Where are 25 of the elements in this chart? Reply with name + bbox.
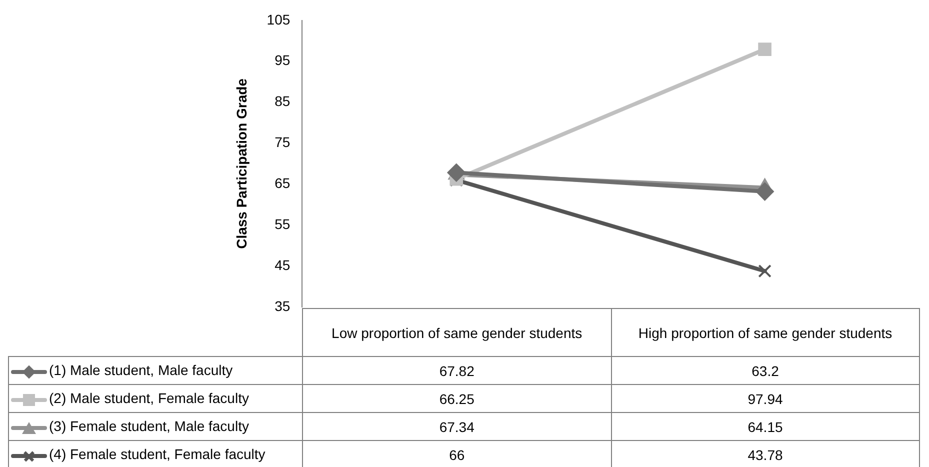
y-tick-label: 45 — [274, 256, 290, 273]
y-tick-label: 85 — [274, 93, 290, 110]
data-label: 67.34 — [302, 412, 612, 440]
legend-label: (2) Male student, Female faculty — [8, 384, 303, 412]
data-label: 64.15 — [611, 412, 920, 440]
legend-label: (4) Female student, Female faculty — [8, 440, 303, 467]
data-label: 67.82 — [302, 356, 612, 384]
data-label: 66.25 — [302, 384, 612, 412]
point — [758, 42, 772, 56]
y-tick-label: 55 — [274, 216, 290, 232]
legend-label: (3) Female student, Male faculty — [8, 412, 303, 440]
legend-label: (1) Male student, Male faculty — [8, 356, 303, 384]
y-tick-label: 35 — [274, 298, 290, 314]
y-tick-label: 95 — [274, 52, 290, 68]
y-tick-label: 75 — [274, 134, 290, 150]
data-label: 97.94 — [611, 384, 920, 412]
point — [758, 264, 772, 278]
x-tick-label: High proportion of same gender students — [611, 308, 920, 356]
y-tick-label: 65 — [274, 175, 290, 192]
data-label: 43.78 — [611, 440, 920, 467]
y-axis-title: Class Participation Grade — [233, 78, 250, 249]
x-tick-label: Low proportion of same gender students — [302, 308, 612, 356]
data-label: 66 — [302, 440, 612, 467]
data-label: 63.2 — [611, 356, 920, 384]
y-tick-label: 105 — [266, 11, 290, 28]
